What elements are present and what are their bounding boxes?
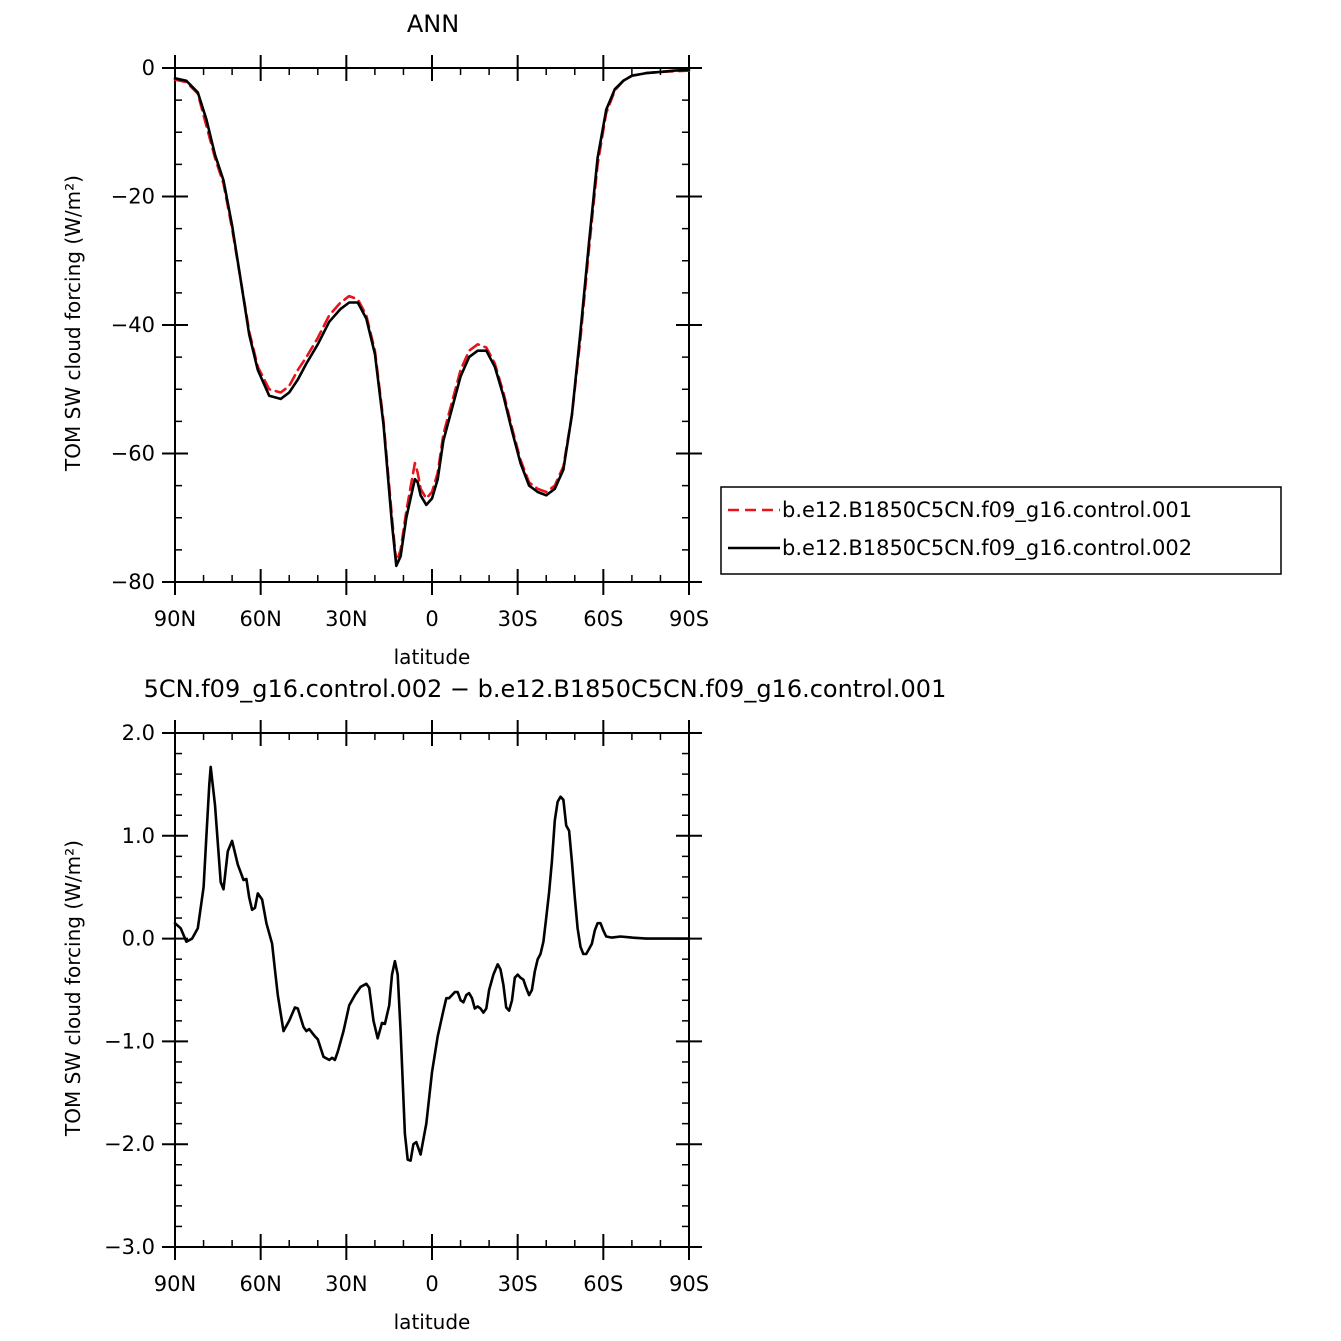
y-tick-label: −60 bbox=[111, 442, 155, 466]
top-panel-x-axis-label: latitude bbox=[394, 645, 471, 669]
x-tick-label: 30N bbox=[325, 1272, 367, 1296]
x-tick-label: 90S bbox=[669, 607, 709, 631]
y-tick-label: −20 bbox=[111, 185, 155, 209]
bottom-panel-y-axis-label: TOM SW cloud forcing (W/m²) bbox=[61, 840, 85, 1137]
bottom-panel-title: 5CN.f09_g16.control.002 − b.e12.B1850C5C… bbox=[144, 675, 947, 703]
y-tick-label: 0.0 bbox=[122, 927, 155, 951]
y-tick-label: −40 bbox=[111, 313, 155, 337]
y-tick-label: 2.0 bbox=[122, 721, 155, 745]
x-tick-label: 60N bbox=[239, 1272, 281, 1296]
bottom-panel: 5CN.f09_g16.control.002 − b.e12.B1850C5C… bbox=[61, 675, 946, 1334]
top-panel: ANN 90N 60N 30N 0 30S 60S 90S 0 −20 −40 −60 −80 lat… bbox=[61, 10, 1282, 669]
y-tick-label: −1.0 bbox=[104, 1029, 155, 1053]
x-tick-label: 30S bbox=[498, 1272, 538, 1296]
series-line-1 bbox=[173, 765, 691, 1162]
series-line-2 bbox=[173, 68, 691, 568]
legend-label-control-001: b.e12.B1850C5CN.f09_g16.control.001 bbox=[782, 498, 1192, 523]
bottom-panel-plot-area: 90N 60N 30N 0 30S 60S 90S 2.0 1.0 0.0 −1.0 −2.0 −3.0 bbox=[104, 720, 709, 1296]
y-tick-label: 0 bbox=[142, 56, 155, 80]
x-tick-label: 30N bbox=[325, 607, 367, 631]
x-tick-label: 90N bbox=[154, 1272, 196, 1296]
x-tick-label: 90S bbox=[669, 1272, 709, 1296]
x-tick-label: 30S bbox=[498, 607, 538, 631]
y-tick-label: −80 bbox=[111, 570, 155, 594]
y-tick-label: −2.0 bbox=[104, 1132, 155, 1156]
top-panel-plot-area: 90N 60N 30N 0 30S 60S 90S 0 −20 −40 −60 −80 bbox=[111, 55, 709, 631]
x-tick-label: 0 bbox=[425, 1272, 438, 1296]
y-tick-label: −3.0 bbox=[104, 1235, 155, 1259]
x-tick-label: 60N bbox=[239, 607, 281, 631]
y-tick-label: 1.0 bbox=[122, 824, 155, 848]
bottom-panel-x-axis-label: latitude bbox=[394, 1310, 471, 1334]
top-panel-title: ANN bbox=[407, 10, 459, 38]
legend: b.e12.B1850C5CN.f09_g16.control.001 b.e1… bbox=[720, 486, 1282, 575]
x-tick-label: 0 bbox=[425, 607, 438, 631]
x-tick-label: 90N bbox=[154, 607, 196, 631]
x-tick-label: 60S bbox=[583, 1272, 623, 1296]
legend-box bbox=[720, 486, 1282, 575]
legend-label-control-002: b.e12.B1850C5CN.f09_g16.control.002 bbox=[782, 536, 1192, 561]
top-panel-y-axis-label: TOM SW cloud forcing (W/m²) bbox=[61, 175, 85, 472]
x-tick-label: 60S bbox=[583, 607, 623, 631]
